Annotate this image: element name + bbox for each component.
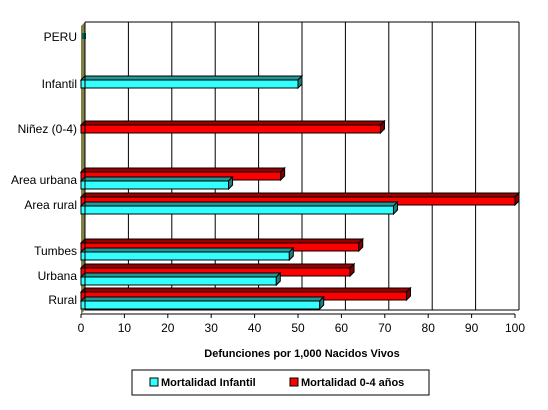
bar-infantil — [79, 271, 282, 287]
x-tick-label: 100 — [505, 321, 525, 335]
bar-peru-stub — [82, 33, 86, 39]
legend-label: Mortalidad 0-4 años — [301, 377, 404, 389]
category-label: Urbana — [38, 269, 78, 283]
x-axis-label: Defunciones por 1,000 Nacidos Vivos — [204, 348, 399, 360]
x-tick-label: 90 — [465, 321, 479, 335]
legend-swatch — [149, 377, 159, 387]
bar-infantil — [79, 175, 234, 191]
legend-swatch — [289, 377, 299, 387]
x-tick-label: 30 — [205, 321, 219, 335]
category-label: Niñez (0-4) — [18, 122, 77, 136]
bar-ninez — [79, 119, 386, 135]
category-label: Tumbes — [34, 244, 77, 258]
category-label: Area rural — [24, 198, 77, 212]
bar-infantil — [79, 74, 304, 90]
x-tick-label: 20 — [161, 321, 175, 335]
bar-infantil — [79, 200, 399, 216]
category-label: Infantil — [42, 77, 77, 91]
x-tick-label: 10 — [118, 321, 132, 335]
category-label: PERU — [44, 30, 77, 44]
x-tick-label: 0 — [78, 321, 85, 335]
bar-ninez — [79, 237, 364, 253]
x-tick-label: 80 — [422, 321, 436, 335]
category-label: Area urbana — [11, 173, 77, 187]
bar-ninez — [79, 166, 286, 182]
x-tick-label: 70 — [378, 321, 392, 335]
category-label: Rural — [48, 293, 77, 307]
x-tick-label: 40 — [248, 321, 262, 335]
bar-infantil — [79, 246, 295, 262]
legend-box — [131, 369, 430, 396]
bar-infantil — [79, 295, 325, 311]
legend-label: Mortalidad Infantil — [161, 377, 256, 389]
legend: Mortalidad Infantil Mortalidad 0-4 años — [131, 369, 430, 396]
x-tick-label: 50 — [291, 321, 305, 335]
x-tick-label: 60 — [335, 321, 349, 335]
bar-ninez — [79, 286, 412, 302]
